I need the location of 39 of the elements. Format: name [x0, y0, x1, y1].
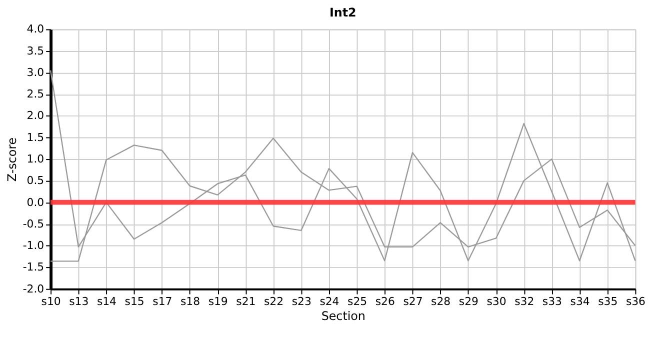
y-tick-label: -1.5: [22, 260, 44, 274]
x-tick-label: s24: [320, 295, 340, 308]
x-tick-label: s36: [626, 295, 646, 308]
x-tick-label: s34: [570, 295, 590, 308]
x-tick-label: s18: [180, 295, 200, 308]
y-tick-label: 4.0: [26, 22, 44, 36]
x-tick-label: s29: [458, 295, 478, 308]
y-tick-label: -0.5: [22, 217, 44, 230]
y-tick-label: -2.0: [22, 282, 44, 296]
x-tick-label: s17: [152, 295, 172, 308]
x-tick-label: s28: [431, 295, 451, 308]
x-tick-label: s25: [348, 295, 368, 308]
x-tick-label: s33: [542, 295, 562, 308]
line-series: [50, 70, 636, 262]
x-tick-label: s15: [124, 295, 144, 308]
x-tick-label: s19: [208, 295, 228, 308]
y-tick-label: 3.5: [26, 44, 44, 58]
y-tick-label: 0.0: [26, 196, 44, 209]
y-tick-label: -1.0: [22, 239, 44, 252]
x-tick-label: s14: [96, 295, 117, 308]
chart-title: Int2: [329, 5, 356, 20]
x-tick-label: s22: [264, 295, 284, 308]
x-tick-label: s23: [292, 295, 312, 308]
y-tick-label: 1.5: [26, 130, 44, 144]
x-tick-label: s26: [375, 295, 395, 308]
x-axis-title: Section: [321, 309, 366, 324]
y-tick-label: 2.5: [26, 88, 44, 101]
x-tick-label: s30: [486, 295, 506, 308]
x-tick-label: s35: [598, 295, 618, 308]
x-tick-label: s32: [514, 295, 534, 308]
x-tick-label: s27: [403, 295, 423, 308]
y-tick-label: 3.0: [26, 66, 44, 79]
x-tick-label: s10: [41, 295, 61, 308]
y-tick-label: 0.5: [26, 174, 44, 188]
y-axis-title: Z-score: [4, 137, 19, 182]
y-tick-label: 1.0: [26, 152, 44, 166]
x-tick-label: s13: [69, 295, 89, 308]
x-tick-label: s21: [236, 295, 256, 308]
y-tick-label: 2.0: [26, 109, 44, 122]
